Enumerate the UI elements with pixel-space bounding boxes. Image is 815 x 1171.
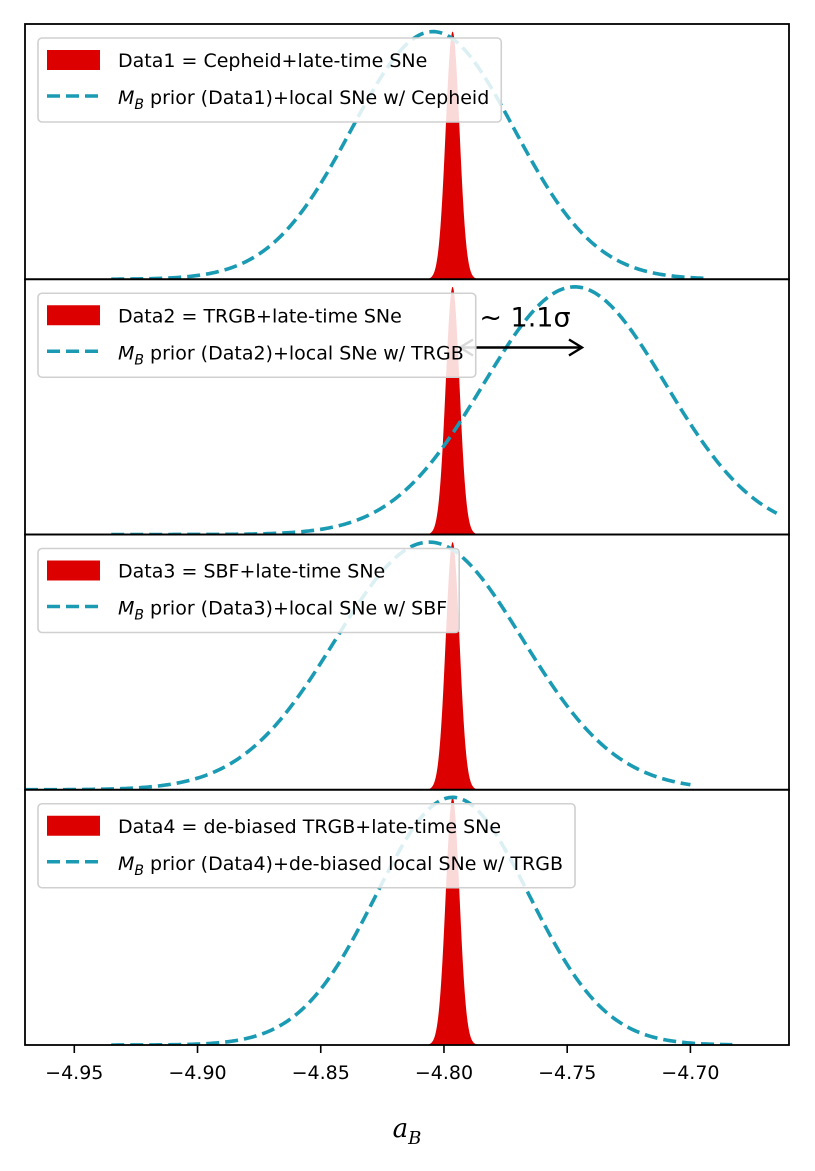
legend-3: Data3 = SBF+late-time SNe MB prior (Data3… (37, 547, 461, 634)
legend-filled-label: Data2 = TRGB+late-time SNe (118, 305, 402, 327)
filled-posterior-1 (418, 31, 488, 280)
x-axis: −4.95 −4.90 −4.85 −4.80 −4.75 −4.70 (45, 1045, 720, 1084)
legend-filled-label: Data3 = SBF+late-time SNe (118, 561, 385, 583)
legend-4: Data4 = de-biased TRGB+late-time SNe MB p… (37, 802, 576, 889)
panel-1: Data1 = Cepheid+late-time SNe MB prior (D… (24, 23, 790, 281)
x-axis-label-subscript: B (407, 1128, 421, 1149)
legend-dashed-label-subscript: B (134, 97, 144, 113)
legend-1: Data1 = Cepheid+late-time SNe MB prior (D… (37, 37, 503, 123)
legend-dashed-label-rest: prior (Data1)+local SNe w/ Cepheid (144, 87, 489, 109)
legend-dashed-label-rest: prior (Data2)+local SNe w/ TRGB (144, 342, 464, 364)
legend-frame (37, 37, 503, 123)
dashed-prior-1 (111, 29, 708, 280)
annotation-label: ∼ 1.1σ (479, 303, 570, 334)
panel-3: Data3 = SBF+late-time SNe MB prior (Data3… (24, 533, 790, 791)
dashed-prior-2 (111, 285, 778, 535)
legend-dashed-label-subscript: B (134, 352, 144, 368)
legend-dashed-label: MB prior (Data1)+local SNe w/ Cepheid (118, 87, 489, 113)
annotation-arrowhead-right (568, 338, 585, 357)
x-axis-label-main: a (393, 1114, 409, 1144)
x-axis-label: aB (393, 1114, 422, 1149)
legend-frame (37, 802, 576, 889)
legend-filled-label: Data4 = de-biased TRGB+late-time SNe (118, 816, 501, 838)
legend-dashed-label: MB prior (Data3)+local SNe w/ SBF (118, 598, 447, 624)
legend-frame (37, 547, 461, 634)
sigma-annotation: ∼ 1.1σ (457, 303, 585, 357)
panel-3-curves (25, 540, 691, 790)
legend-2: Data2 = TRGB+late-time SNe MB prior (Data… (37, 292, 477, 379)
legend-dashed-label-symbol: M (118, 87, 134, 109)
legend-dashed-label: MB prior (Data4)+de-biased local SNe w/ … (118, 853, 563, 879)
legend-dashed-label-rest: prior (Data4)+de-biased local SNe w/ TRG… (144, 853, 563, 875)
legend-dashed-label-symbol: M (118, 853, 134, 875)
dashed-prior-3 (25, 540, 691, 790)
legend-filled-label: Data1 = Cepheid+late-time SNe (118, 50, 427, 72)
panel-4-frame (24, 788, 790, 1046)
x-tick-label: −4.70 (661, 1062, 719, 1084)
legend-dashed-label-symbol: M (118, 598, 134, 620)
x-tick-label: −4.75 (538, 1062, 596, 1084)
legend-filled-swatch (47, 305, 100, 326)
legend-dashed-label: MB prior (Data2)+local SNe w/ TRGB (118, 342, 464, 368)
legend-filled-swatch (47, 50, 100, 70)
legend-filled-swatch (47, 560, 100, 581)
x-tick-label: −4.80 (415, 1062, 473, 1084)
legend-filled-swatch (47, 815, 100, 836)
x-tick-label: −4.90 (168, 1062, 226, 1084)
legend-dashed-label-rest: prior (Data3)+local SNe w/ SBF (144, 598, 447, 620)
legend-dashed-label-symbol: M (118, 342, 134, 364)
filled-posterior-4 (418, 797, 488, 1045)
x-tick-label: −4.85 (292, 1062, 350, 1084)
legend-dashed-label-subscript: B (134, 863, 144, 879)
filled-posterior-3 (418, 542, 488, 790)
x-tick-label: −4.95 (45, 1062, 103, 1084)
filled-posterior-2 (418, 286, 488, 535)
panel-4: Data4 = de-biased TRGB+late-time SNe MB p… (24, 788, 790, 1046)
panel-2: ∼ 1.1σ Data2 = TRGB+late-time SNe MB prior… (24, 278, 790, 536)
legend-dashed-label-subscript: B (134, 608, 144, 624)
legend-frame (37, 292, 477, 379)
panel-2-curves (111, 285, 778, 535)
panel-1-curves (111, 29, 708, 280)
